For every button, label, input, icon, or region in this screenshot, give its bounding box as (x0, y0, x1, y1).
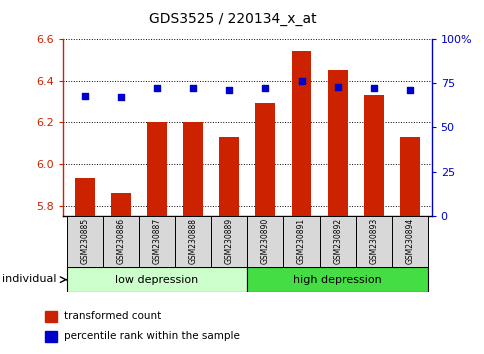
Point (405, 87, 413, 93)
FancyBboxPatch shape (247, 267, 427, 292)
FancyBboxPatch shape (283, 216, 319, 267)
Bar (327, 70, 347, 216)
FancyBboxPatch shape (103, 216, 138, 267)
Point (369, 86, 377, 91)
Text: GSM230886: GSM230886 (116, 217, 125, 264)
Bar (291, 51, 311, 216)
Text: GSM230885: GSM230885 (80, 217, 89, 264)
Text: low depression: low depression (115, 275, 198, 285)
Bar (45, 331, 57, 342)
Bar (183, 122, 203, 216)
FancyBboxPatch shape (138, 216, 175, 267)
FancyBboxPatch shape (319, 216, 355, 267)
Point (297, 79, 305, 84)
Bar (255, 103, 275, 216)
Text: high depression: high depression (293, 275, 381, 285)
Point (333, 84, 341, 90)
Bar (219, 137, 239, 216)
Text: GSM230894: GSM230894 (405, 217, 414, 264)
FancyBboxPatch shape (247, 216, 283, 267)
Point (189, 86, 197, 91)
Point (153, 86, 161, 91)
Bar (399, 137, 419, 216)
Text: percentile rank within the sample: percentile rank within the sample (64, 331, 240, 341)
Bar (45, 311, 57, 322)
Point (261, 86, 269, 91)
Text: GSM230890: GSM230890 (260, 217, 270, 264)
Point (81, 93, 89, 98)
Bar (75, 178, 94, 216)
Bar (147, 122, 166, 216)
FancyBboxPatch shape (355, 216, 391, 267)
Bar (111, 193, 131, 216)
Text: individual: individual (2, 274, 57, 284)
Text: GSM230893: GSM230893 (369, 217, 378, 264)
Text: transformed count: transformed count (64, 311, 161, 321)
FancyBboxPatch shape (66, 216, 103, 267)
Point (117, 95, 124, 100)
Point (225, 87, 233, 93)
Bar (363, 95, 383, 216)
Text: GSM230891: GSM230891 (296, 217, 305, 264)
FancyBboxPatch shape (391, 216, 427, 267)
Text: GSM230888: GSM230888 (188, 218, 197, 264)
Text: GSM230892: GSM230892 (333, 217, 342, 264)
Text: GSM230889: GSM230889 (224, 217, 233, 264)
Text: GDS3525 / 220134_x_at: GDS3525 / 220134_x_at (149, 12, 316, 27)
FancyBboxPatch shape (66, 267, 247, 292)
FancyBboxPatch shape (175, 216, 211, 267)
FancyBboxPatch shape (211, 216, 247, 267)
Text: GSM230887: GSM230887 (152, 217, 161, 264)
